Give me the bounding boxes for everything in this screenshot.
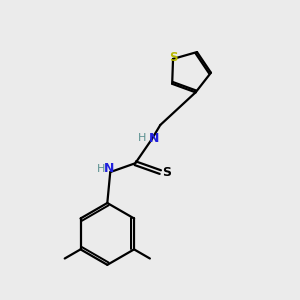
Text: N: N	[149, 132, 160, 145]
Text: N: N	[103, 162, 114, 175]
Text: H: H	[97, 164, 105, 173]
Text: S: S	[162, 167, 171, 179]
Text: H: H	[138, 133, 146, 143]
Text: S: S	[169, 51, 177, 64]
